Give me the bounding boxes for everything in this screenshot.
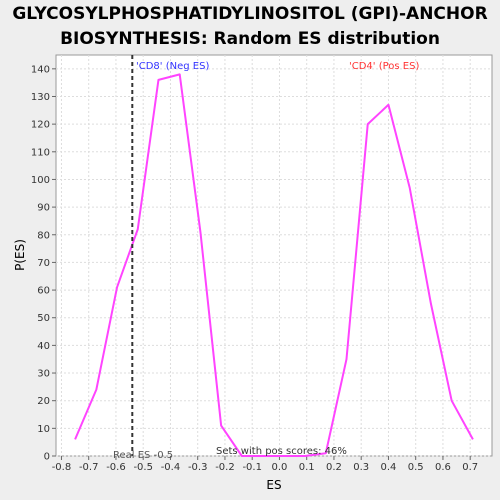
real-es-label: Real ES -0.5 [113, 450, 173, 461]
y-tick-label: 90 [37, 203, 50, 214]
x-tick-label: -0.1 [242, 462, 262, 473]
x-tick-label: 0.6 [435, 462, 451, 473]
grid [56, 55, 492, 457]
y-tick-label: 110 [31, 147, 50, 158]
x-tick-label: 0.1 [299, 462, 315, 473]
pos-scores-label: Sets with pos scores: 46% [216, 446, 347, 457]
x-axis: -0.8 -0.7 -0.6 -0.5 -0.4 -0.3 -0.2 -0.1 0.0 0.1 0.… [52, 456, 478, 473]
x-tick-label: 0.3 [353, 462, 369, 473]
x-axis-label: ES [266, 478, 281, 492]
y-tick-label: 10 [37, 424, 50, 435]
x-tick-label: -0.5 [133, 462, 153, 473]
x-tick-label: -0.4 [161, 462, 181, 473]
x-tick-label: 0.4 [380, 462, 396, 473]
series-layer [74, 73, 474, 457]
y-tick-label: 20 [37, 396, 50, 407]
chart-title-line2: BIOSYNTHESIS: Random ES distribution [60, 29, 440, 49]
x-tick-label: 0.0 [271, 462, 287, 473]
y-tick-label: 80 [37, 230, 50, 241]
es-distribution-line [74, 73, 474, 457]
x-tick-label: 0.2 [326, 462, 342, 473]
x-tick-label: -0.3 [188, 462, 208, 473]
y-tick-label: 50 [37, 313, 50, 324]
y-axis-label: P(ES) [13, 239, 27, 271]
y-tick-label: 30 [37, 369, 50, 380]
x-tick-label: 0.5 [408, 462, 424, 473]
y-axis: 0 10 20 30 40 50 60 70 80 90 100 110 120 130 140 [31, 64, 56, 463]
y-tick-label: 70 [37, 258, 50, 269]
y-tick-label: 100 [31, 175, 50, 186]
x-tick-label: -0.2 [215, 462, 235, 473]
y-tick-label: 40 [37, 341, 50, 352]
y-tick-label: 130 [31, 92, 50, 103]
pos-es-label: 'CD4' (Pos ES) [349, 61, 419, 72]
x-tick-label: -0.6 [106, 462, 126, 473]
y-tick-label: 60 [37, 286, 50, 297]
x-tick-label: 0.7 [462, 462, 478, 473]
y-tick-label: 120 [31, 120, 50, 131]
y-tick-label: 140 [31, 64, 50, 75]
x-tick-label: -0.8 [52, 462, 72, 473]
chart-title-line1: GLYCOSYLPHOSPHATIDYLINOSITOL (GPI)-ANCHO… [12, 4, 488, 24]
plot-area [55, 54, 493, 457]
y-tick-label: 0 [44, 452, 50, 463]
x-tick-label: -0.7 [79, 462, 99, 473]
neg-es-label: 'CD8' (Neg ES) [136, 61, 209, 72]
